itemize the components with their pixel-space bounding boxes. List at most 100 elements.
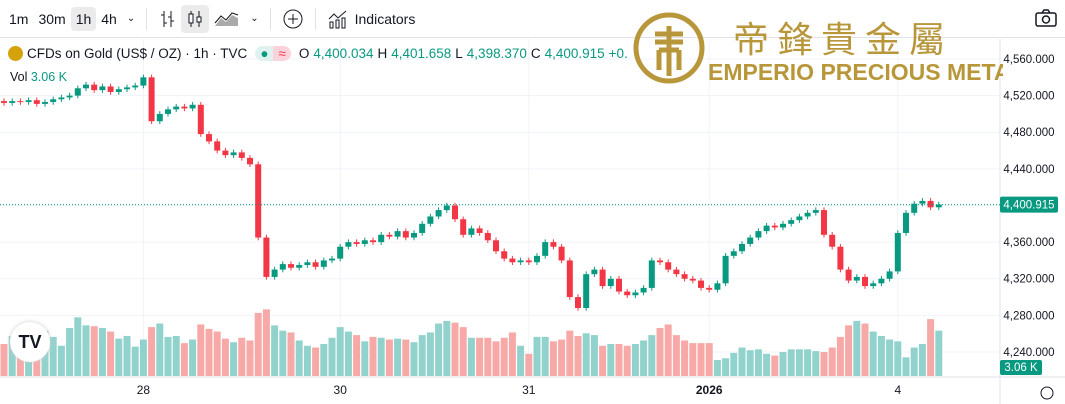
interval-1h-button[interactable]: 1h (70, 6, 97, 31)
symbol-title[interactable]: CFDs on Gold (US$ / OZ) · 1h · TVC (27, 46, 248, 61)
candle-body (804, 212, 811, 217)
volume-bar (0, 344, 8, 376)
candle-body (681, 274, 688, 279)
volume-bar (148, 327, 156, 376)
candle-body (247, 157, 253, 165)
volume-bar (828, 347, 836, 376)
volume-bar (738, 347, 746, 376)
candle-body (74, 88, 81, 96)
candle-body (148, 77, 155, 122)
candle-body (534, 255, 540, 263)
candle-chart-type-icon[interactable] (181, 4, 210, 33)
last-price-label: 4,400.915 (1003, 200, 1054, 212)
interval-30m-button[interactable]: 30m (38, 10, 66, 27)
candle-body (214, 141, 221, 151)
interval-1m-button[interactable]: 1m (9, 10, 29, 27)
volume-bar (804, 349, 812, 376)
volume-bar (582, 333, 590, 376)
candle-body (821, 210, 827, 235)
volume-bar (353, 335, 361, 376)
market-status-badge[interactable]: ● ≈ (255, 46, 291, 61)
candle-body (435, 210, 442, 217)
candle-body (517, 260, 524, 263)
volume-bar (98, 328, 106, 376)
price-chart[interactable]: 4,560.000 4,520.000 4,480.000 4,440.000 4,40… (0, 39, 1065, 404)
interval-4h-button[interactable]: 4h (101, 10, 117, 27)
candle-body (689, 278, 696, 281)
chart-settings-icon[interactable] (1040, 386, 1054, 400)
vol-label: Vol (10, 70, 28, 84)
volume-bar (279, 330, 287, 376)
logo-english-text: EMPERIO PRECIOUS METALS (708, 59, 1003, 84)
candle-body (780, 223, 786, 228)
close-value: 4,400.915 (544, 46, 605, 61)
candle-body (624, 291, 631, 296)
volume-bar (886, 339, 894, 376)
candle-body (222, 150, 229, 156)
bar-chart-type-icon[interactable] (153, 5, 181, 33)
candle-body (189, 104, 196, 109)
volume-bar (845, 325, 853, 376)
candle-body (452, 205, 458, 220)
candle-body (419, 223, 426, 233)
candle-body (337, 246, 344, 259)
candle-body (1, 101, 7, 103)
last-price-badge (1000, 196, 1058, 213)
candle-body (378, 234, 385, 243)
indicators-button[interactable]: Indicators (322, 5, 421, 33)
volume-bar (648, 335, 656, 376)
volume-bar (910, 347, 918, 376)
price-axis-label: 4,240.000 (1003, 347, 1054, 359)
candle-body (558, 246, 565, 261)
volume-bar (820, 352, 828, 376)
volume-bar (74, 317, 82, 376)
volume-bar (771, 355, 779, 376)
candle-body (911, 203, 918, 213)
time-axis-label: 28 (137, 383, 151, 397)
candle-body (853, 276, 860, 281)
candle-body (361, 240, 368, 244)
indicators-label: Indicators (354, 10, 416, 27)
volume-bar (672, 335, 680, 376)
candle-body (394, 231, 401, 237)
candle-body (25, 100, 32, 103)
volume-bar (664, 324, 672, 376)
candle-body (165, 109, 171, 114)
candle-body (42, 102, 48, 104)
low-label: L (455, 46, 463, 61)
candle-body (402, 231, 409, 238)
volume-bar (230, 342, 238, 376)
candle-body (230, 152, 237, 156)
add-compare-icon[interactable] (277, 4, 309, 34)
interval-dropdown-chevron-icon[interactable]: ⌄ (126, 13, 136, 24)
indicators-icon (328, 10, 346, 28)
close-label: C (530, 46, 541, 61)
area-chart-type-icon[interactable] (209, 5, 245, 33)
chart-type-chevron-icon[interactable]: ⌄ (250, 13, 259, 24)
tradingview-logo[interactable]: TV (10, 322, 50, 362)
candle-body (9, 101, 16, 103)
volume-bar (107, 331, 115, 376)
candle-body (238, 152, 245, 158)
volume-bar (894, 341, 902, 376)
candle-body (124, 87, 130, 90)
volume-bar (631, 344, 639, 376)
candle-body (107, 86, 114, 92)
volume-bar (25, 350, 33, 376)
volume-bar (927, 319, 935, 376)
candle-body (739, 243, 745, 252)
camera-snapshot-icon[interactable] (1035, 9, 1057, 32)
candle-body (156, 113, 163, 122)
volume-bar (722, 358, 730, 376)
candle-body (706, 287, 713, 290)
volume-bar (459, 327, 467, 376)
candle-body (583, 274, 590, 309)
last-volume-badge (1000, 360, 1042, 375)
candle-body (411, 232, 417, 238)
candle-body (788, 220, 795, 224)
volume-bar (541, 336, 549, 376)
time-axis-label: 4 (894, 383, 901, 397)
candle-body (862, 276, 868, 287)
volume-bar (246, 340, 254, 376)
